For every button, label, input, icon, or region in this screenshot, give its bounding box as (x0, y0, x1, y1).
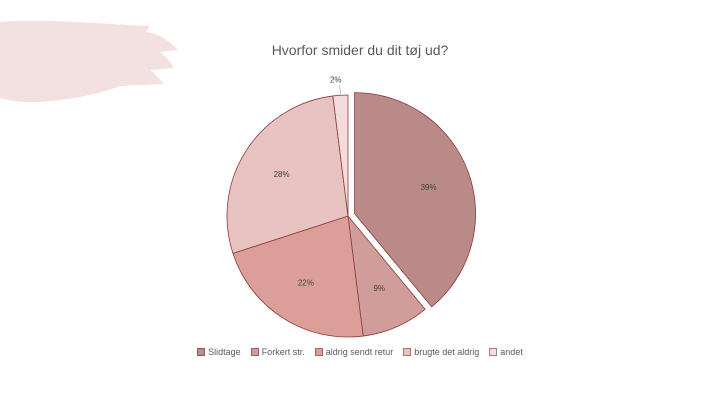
legend-swatch (403, 348, 412, 356)
legend-label: brugte det aldrig (414, 347, 480, 357)
data-label-forkert-str: 9% (373, 284, 385, 293)
legend-swatch (489, 348, 498, 356)
pie-slice-slidtage (354, 92, 476, 308)
legend-label: andet (500, 347, 523, 357)
legend-label: aldrig sendt retur (325, 347, 394, 357)
legend-item-aldrig-sendt-retur: aldrig sendt retur (314, 347, 394, 357)
chart-title: Hvorfor smider du dit tøj ud? (271, 42, 449, 58)
pie-slice-brugte-det-aldrig (226, 95, 349, 254)
data-label-aldrig-sendt-retur: 22% (298, 278, 314, 287)
data-label-andet: 2% (330, 75, 342, 84)
data-label-slidtage: 39% (421, 183, 437, 192)
legend-label: Forkert str. (261, 347, 305, 357)
legend-label: Slidtage (208, 347, 241, 357)
legend-swatch (314, 348, 323, 356)
decorative-brush-stroke (0, 20, 178, 103)
legend: Slidtage Forkert str. aldrig sendt retur… (0, 347, 720, 357)
legend-item-andet: andet (489, 347, 523, 357)
legend-swatch (197, 348, 206, 356)
data-label-brugte-det-aldrig: 28% (274, 170, 290, 179)
leader-line-andet (339, 85, 341, 96)
pie-slice-andet (332, 94, 349, 217)
legend-item-brugte-det-aldrig: brugte det aldrig (403, 347, 479, 357)
legend-item-forkert-str: Forkert str. (250, 347, 305, 357)
legend-item-slidtage: Slidtage (197, 347, 241, 357)
pie-slice-aldrig-sendt-retur (232, 215, 364, 338)
legend-swatch (250, 348, 259, 356)
